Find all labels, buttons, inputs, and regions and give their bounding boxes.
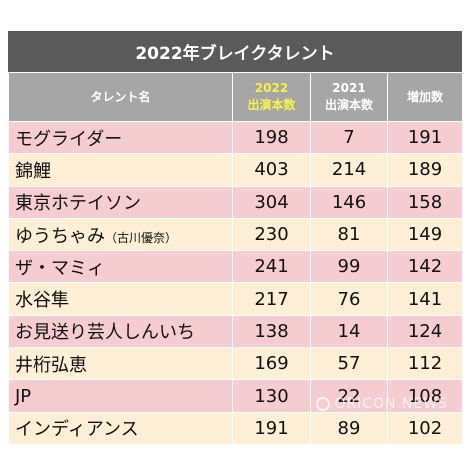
- talent-name: JP: [15, 385, 32, 407]
- talent-name-cell: 井桁弘恵: [8, 347, 233, 381]
- table-row: JP 130 22 108: [8, 379, 463, 413]
- appearances-2022-cell: 230: [232, 217, 311, 252]
- table-row: 錦鯉 403 214 189: [8, 153, 463, 187]
- header-2021-label: 出演本数: [324, 98, 373, 112]
- talent-name: 水谷隼: [15, 290, 69, 312]
- appearances-2022-cell: 217: [232, 282, 311, 316]
- appearances-2022-cell: 241: [232, 250, 311, 284]
- talent-name: ザ・マミィ: [15, 257, 105, 279]
- appearances-2021-cell: 89: [310, 411, 388, 445]
- appearances-2021-cell: 99: [310, 250, 388, 284]
- ranking-table: タレント名 2022 出演本数 2021 出演本数 増加数 モグライダー 198 7…: [8, 72, 463, 445]
- appearances-2022-cell: 191: [232, 411, 311, 445]
- table-row: インディアンス 191 89 102: [8, 411, 463, 445]
- header-2022-year: 2022: [254, 81, 289, 95]
- table-row: 東京ホテイソン 304 146 158: [8, 185, 463, 219]
- header-2022: 2022 出演本数: [232, 72, 311, 122]
- appearances-2022-cell: 403: [232, 153, 311, 187]
- header-2022-label: 出演本数: [247, 98, 296, 112]
- table-row: 井桁弘恵 169 57 112: [8, 347, 463, 381]
- appearances-2021-cell: 76: [310, 282, 388, 316]
- appearances-2021-cell: 146: [310, 185, 388, 219]
- talent-name-cell: 東京ホテイソン: [8, 185, 233, 219]
- oricon-logo-icon: [316, 397, 331, 411]
- increase-cell: 102: [387, 411, 463, 445]
- talent-name-cell: インディアンス: [8, 411, 233, 445]
- appearances-2022-cell: 138: [232, 314, 311, 349]
- table-row: 水谷隼 217 76 141: [8, 282, 463, 316]
- table-row: ゆうちゃみ（古川優奈） 230 81 149: [8, 217, 463, 252]
- increase-cell: 149: [387, 217, 463, 252]
- talent-name-cell: JP: [8, 379, 233, 413]
- talent-name-cell: モグライダー: [8, 120, 233, 155]
- header-2021: 2021 出演本数: [310, 72, 388, 122]
- table-row: ザ・マミィ 241 99 142: [8, 250, 463, 284]
- talent-name: 錦鯉: [15, 160, 51, 182]
- increase-cell: 191: [387, 120, 463, 155]
- appearances-2021-cell: 7: [310, 120, 388, 155]
- header-name: タレント名: [8, 72, 233, 122]
- talent-name-cell: お見送り芸人しんいち: [8, 314, 233, 349]
- increase-cell: 112: [387, 347, 463, 381]
- table-row: お見送り芸人しんいち 138 14 124: [8, 314, 463, 349]
- increase-cell: 108: [387, 379, 463, 413]
- increase-cell: 142: [387, 250, 463, 284]
- oricon-watermark: ORICON NEWS: [316, 396, 448, 412]
- header-increase: 増加数: [387, 72, 463, 122]
- appearances-2022-cell: 169: [232, 347, 311, 381]
- header-2021-year: 2021: [332, 81, 366, 95]
- appearances-2021-cell: 57: [310, 347, 388, 381]
- talent-name: モグライダー: [15, 128, 123, 150]
- increase-cell: 189: [387, 153, 463, 187]
- talent-name-cell: 水谷隼: [8, 282, 233, 316]
- ranking-table-frame: 2022年ブレイクタレント タレント名 2022 出演本数 2021 出演本数 …: [8, 31, 463, 445]
- appearances-2022-cell: 304: [232, 185, 311, 219]
- talent-name-cell: ゆうちゃみ（古川優奈）: [8, 217, 233, 252]
- appearances-2021-cell: 214: [310, 153, 388, 187]
- increase-cell: 141: [387, 282, 463, 316]
- table-title: 2022年ブレイクタレント: [8, 31, 462, 72]
- talent-name-cell: 錦鯉: [8, 153, 233, 187]
- watermark-text: ORICON NEWS: [334, 396, 448, 412]
- header-row: タレント名 2022 出演本数 2021 出演本数 増加数: [8, 72, 463, 122]
- appearances-2021-cell: 81: [310, 217, 388, 252]
- talent-name: インディアンス: [15, 419, 139, 441]
- talent-name-cell: ザ・マミィ: [8, 250, 233, 284]
- appearances-2021-cell: 14: [310, 314, 388, 349]
- talent-name: ゆうちゃみ: [15, 225, 105, 247]
- talent-name: 東京ホテイソン: [15, 193, 141, 215]
- talent-name-note: （古川優奈）: [105, 230, 178, 245]
- increase-cell: 158: [387, 185, 463, 219]
- appearances-2022-cell: 198: [232, 120, 311, 155]
- increase-cell: 124: [387, 314, 463, 349]
- appearances-2022-cell: 130: [232, 379, 311, 413]
- talent-name: お見送り芸人しんいち: [15, 322, 195, 344]
- talent-name: 井桁弘恵: [15, 354, 87, 376]
- table-row: モグライダー 198 7 191: [8, 120, 463, 155]
